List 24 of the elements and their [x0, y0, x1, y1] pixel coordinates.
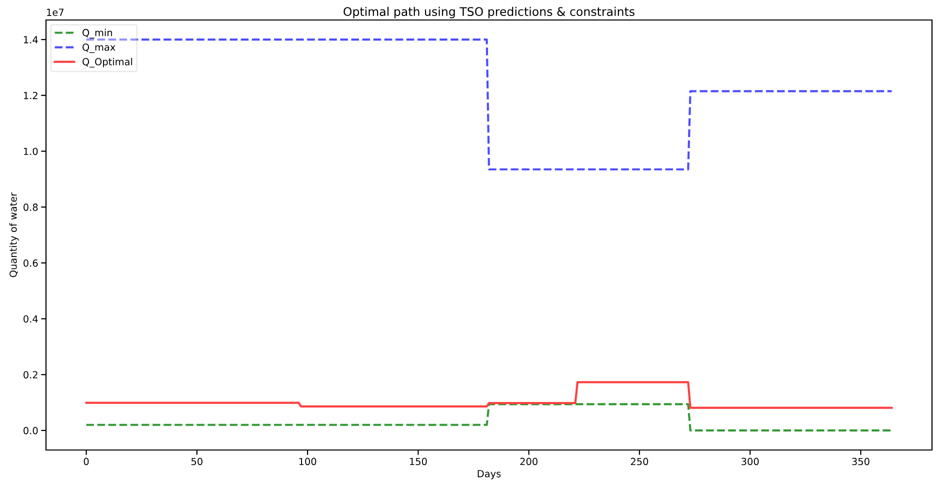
line-series — [85, 381, 893, 409]
x-tick-label: 50 — [191, 458, 202, 466]
chart-title: Optimal path using TSO predictions & constraints — [344, 6, 634, 18]
y-tick-label: 1.2 — [24, 92, 38, 100]
x-tick-label: 250 — [630, 458, 648, 466]
y-tick-label: 1.4 — [24, 36, 38, 44]
y-tick-label: 0.6 — [24, 259, 38, 267]
x-tick-label: 0 — [84, 458, 89, 466]
legend-label: Q_max — [82, 43, 116, 53]
text: 1e7 — [47, 8, 64, 16]
x-tick-label: 100 — [299, 458, 316, 466]
y-axis-title: Quantity of water — [9, 192, 19, 278]
x-tick-label: 200 — [520, 458, 538, 466]
legend-label: Q_min — [82, 28, 112, 38]
y-tick-label: 0.2 — [24, 371, 38, 378]
y-tick-label: 0.4 — [24, 315, 38, 323]
y-tick-label: 1.0 — [24, 148, 38, 156]
x-tick-label: 350 — [852, 458, 870, 466]
y-tick-label: 0.8 — [24, 204, 38, 211]
x-tick-label: 150 — [410, 458, 427, 466]
x-axis-title: Days — [478, 470, 501, 480]
legend-label: Q_Optimal — [82, 58, 132, 68]
y-tick-label: 0.0 — [24, 426, 38, 434]
x-tick-label: 300 — [742, 458, 759, 466]
